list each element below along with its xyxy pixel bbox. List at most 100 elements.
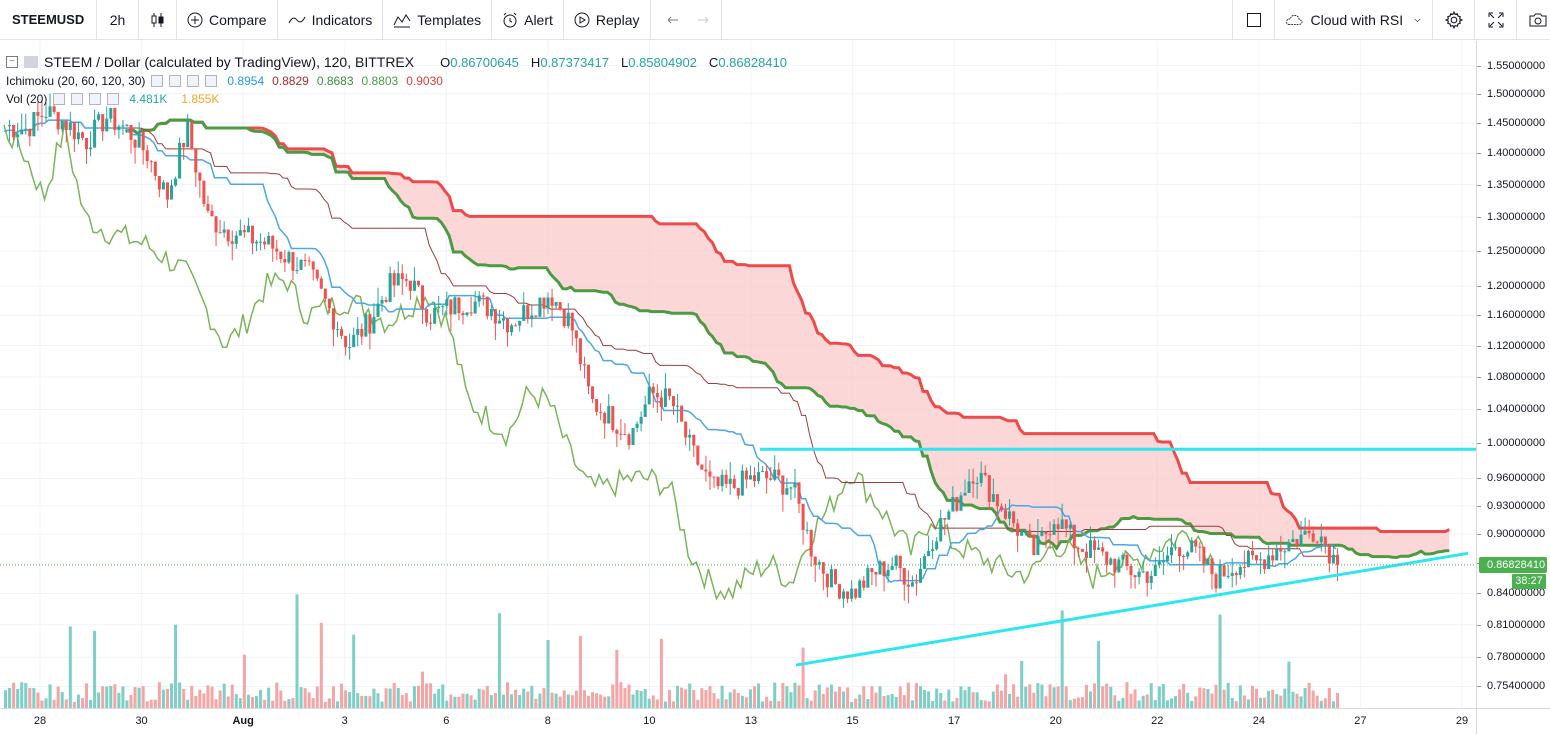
volume-bar <box>534 698 538 708</box>
chart-pane[interactable] <box>0 41 1476 708</box>
candle-body <box>1141 571 1145 573</box>
volume-bar <box>433 693 437 708</box>
candle-body <box>935 541 939 550</box>
volume-bar <box>1194 696 1198 708</box>
candle-body <box>854 588 858 598</box>
price-tick-mark <box>1477 122 1481 124</box>
volume-bar <box>522 688 526 708</box>
volume-bar <box>376 693 380 708</box>
replay-label: Replay <box>595 11 640 28</box>
volume-bar <box>1125 682 1129 708</box>
volume-bar <box>785 686 789 708</box>
candle-body <box>1319 536 1323 543</box>
candle-body <box>279 251 283 259</box>
price-tick-label: 1.08000000 <box>1487 370 1546 383</box>
volume-bar <box>931 700 935 708</box>
volume-bar <box>16 689 20 708</box>
replay-button[interactable]: Replay <box>564 0 651 40</box>
volume-bar <box>765 696 769 708</box>
candle-body <box>906 584 910 587</box>
candle-body <box>400 273 404 280</box>
gear-icon <box>1444 11 1463 29</box>
candle-body <box>1097 547 1101 550</box>
tenkan-sen-line <box>3 119 1337 583</box>
price-axis[interactable]: 1.55000000 1.50000000 1.45000000 1.40000000… <box>1476 41 1550 708</box>
volume-bar <box>1259 697 1263 708</box>
more-icon[interactable] <box>107 93 120 105</box>
candle-body <box>850 588 854 599</box>
candle-body <box>68 122 72 131</box>
volume-bar <box>1141 695 1145 708</box>
volume-bar <box>562 690 566 708</box>
candle-body <box>437 306 441 308</box>
redo-button[interactable] <box>689 0 722 40</box>
ichimoku-value: 0.8954 <box>227 74 265 88</box>
volume-bar <box>570 695 574 708</box>
symbol-search[interactable]: STEEMUSD <box>0 0 97 40</box>
settings-small-icon[interactable] <box>169 75 182 87</box>
candle-body <box>461 313 465 316</box>
candle-body <box>157 176 161 190</box>
candle-body <box>202 180 206 204</box>
candle-body <box>1287 542 1291 552</box>
volume-bar <box>259 689 263 708</box>
indicators-button[interactable]: Indicators <box>278 0 384 40</box>
visibility-icon[interactable] <box>151 75 164 87</box>
candle-body <box>619 433 623 435</box>
candle-body <box>84 137 89 150</box>
candle-body <box>821 562 825 574</box>
volume-bar <box>886 695 890 708</box>
candle-body <box>975 483 979 485</box>
candle-body <box>611 406 615 431</box>
candle-body <box>453 297 457 315</box>
interval-button[interactable]: 2h <box>97 0 139 40</box>
candle-body <box>680 405 684 422</box>
snapshot-button[interactable] <box>1516 0 1550 40</box>
price-tick-mark <box>1477 593 1481 595</box>
senkou-span-b-line <box>125 118 1450 533</box>
volume-bar <box>995 684 999 708</box>
volume-bar <box>680 687 684 708</box>
volume-bar <box>858 694 862 708</box>
volume-bar <box>178 682 182 708</box>
volume-bar <box>1060 610 1064 708</box>
settings-small-icon[interactable] <box>71 93 84 105</box>
candle-body <box>530 315 534 320</box>
price-chart[interactable] <box>0 41 1476 708</box>
templates-button[interactable]: Templates <box>383 0 493 40</box>
volume-bar <box>194 695 198 708</box>
time-axis[interactable]: 28 30 Aug 3 6 8 10 13 15 17 20 22 24 27 29 <box>0 708 1476 734</box>
visibility-icon[interactable] <box>53 93 66 105</box>
fullscreen-button[interactable] <box>1474 0 1516 40</box>
candle-body <box>165 182 169 200</box>
volume-bar <box>218 690 222 708</box>
volume-bar <box>303 688 307 708</box>
more-icon[interactable] <box>205 75 218 87</box>
volume-bar <box>530 685 534 708</box>
candle-body <box>1263 559 1267 570</box>
price-tick-mark <box>1477 184 1481 186</box>
candle-body <box>429 322 433 324</box>
chart-style-button[interactable] <box>139 0 177 40</box>
volume-bar <box>137 687 141 708</box>
candle-body <box>1198 546 1202 548</box>
candle-body <box>311 261 315 270</box>
fullscreen-square-button[interactable] <box>1232 0 1274 40</box>
support-trendline <box>795 551 1469 667</box>
candle-body <box>230 241 234 244</box>
price-tick-label: 1.25000000 <box>1487 244 1546 257</box>
volume-bar <box>866 699 870 708</box>
layout-button[interactable]: Cloud with RSI <box>1274 0 1432 40</box>
candle-body <box>817 562 821 565</box>
undo-button[interactable] <box>651 0 689 40</box>
settings-button[interactable] <box>1432 0 1474 40</box>
price-tick-label: 1.30000000 <box>1487 211 1546 224</box>
remove-icon[interactable] <box>89 93 102 105</box>
remove-icon[interactable] <box>187 75 200 87</box>
undo-icon <box>667 16 678 23</box>
collapse-legend-icon[interactable]: − <box>6 56 18 68</box>
axis-corner <box>1476 708 1550 734</box>
candle-body <box>684 421 688 438</box>
alert-button[interactable]: Alert <box>492 0 564 40</box>
compare-button[interactable]: Compare <box>177 0 278 40</box>
